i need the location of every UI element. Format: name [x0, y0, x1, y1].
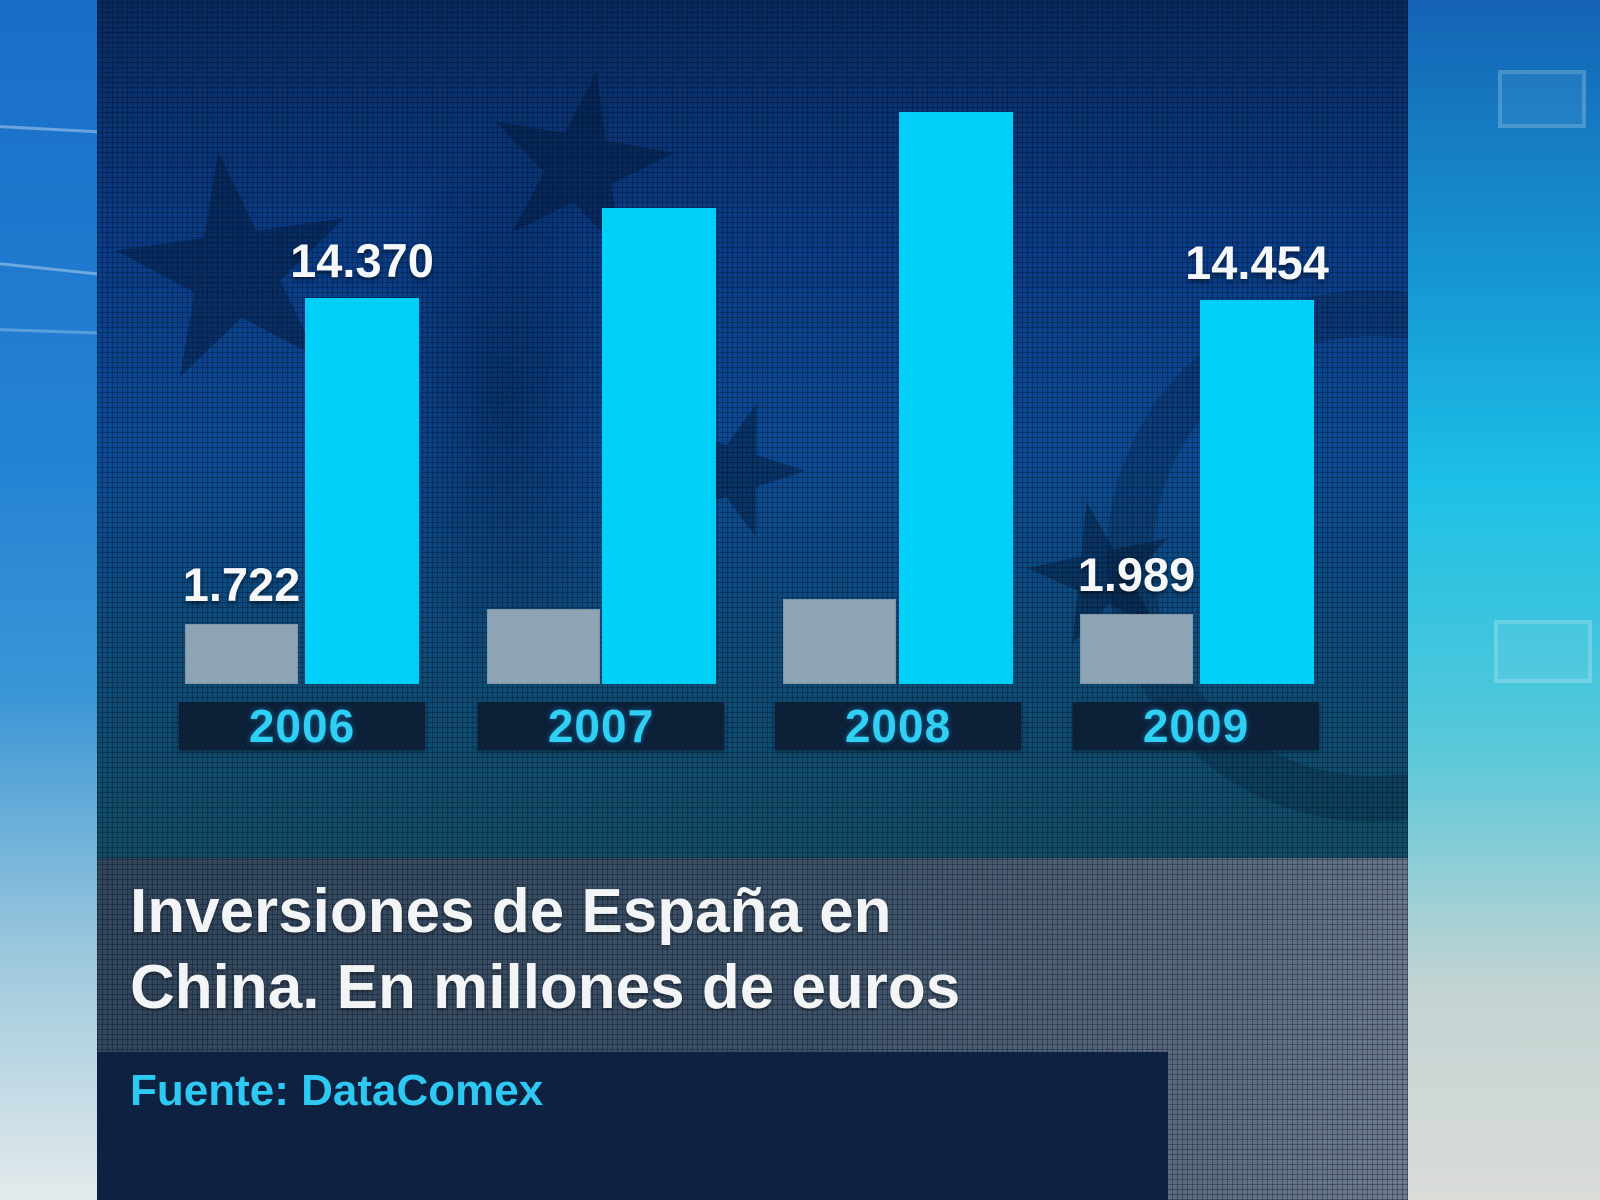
x-axis-label-2009: 2009 — [1073, 702, 1319, 750]
chart-title: Inversiones de España en China. En millo… — [130, 874, 960, 1026]
value-label-2006-gris: 1.722 — [182, 558, 301, 611]
source-text: Fuente: DataComex — [130, 1066, 544, 1115]
value-label-2009-gris: 1.989 — [1077, 548, 1196, 601]
year-text-2008: 2008 — [844, 700, 952, 752]
cube-decoration — [1494, 620, 1592, 683]
value-label-2009-cian: 14.454 — [1185, 236, 1329, 289]
bar-2007-cian — [602, 208, 716, 684]
source-band: Fuente: DataComex — [97, 1052, 1168, 1200]
bar-2006-cian — [305, 298, 419, 684]
year-text-2009: 2009 — [1142, 700, 1250, 752]
year-text-2006: 2006 — [248, 700, 356, 752]
bar-2009-gris — [1080, 614, 1193, 684]
bar-2007-gris — [487, 609, 600, 684]
bar-2009-cian — [1200, 300, 1314, 684]
value-label-2006-cian: 14.370 — [290, 234, 434, 287]
x-axis-label-2006: 2006 — [179, 702, 425, 750]
shadow-blob-decoration — [377, 120, 637, 680]
chart-panel: 1.722 14.370 1.989 14.454 2006 2007 2008 2009 … — [97, 0, 1408, 1200]
bar-2008-cian — [899, 112, 1013, 684]
bar-2008-gris — [783, 599, 896, 684]
x-axis-label-2007: 2007 — [478, 702, 724, 750]
bar-2006-gris — [185, 624, 298, 684]
bars-layer: 1.722 14.370 1.989 14.454 — [97, 0, 1408, 684]
background-left — [0, 0, 131, 1200]
chart-title-line2: China. En millones de euros — [130, 953, 961, 1022]
year-text-2007: 2007 — [547, 700, 655, 752]
background-right — [1408, 0, 1600, 1200]
x-axis-label-2008: 2008 — [775, 702, 1021, 750]
cube-decoration — [1498, 70, 1586, 128]
chart-title-line1: Inversiones de España en — [130, 877, 892, 946]
chart-area: 1.722 14.370 1.989 14.454 2006 2007 2008 2009 — [97, 0, 1408, 858]
